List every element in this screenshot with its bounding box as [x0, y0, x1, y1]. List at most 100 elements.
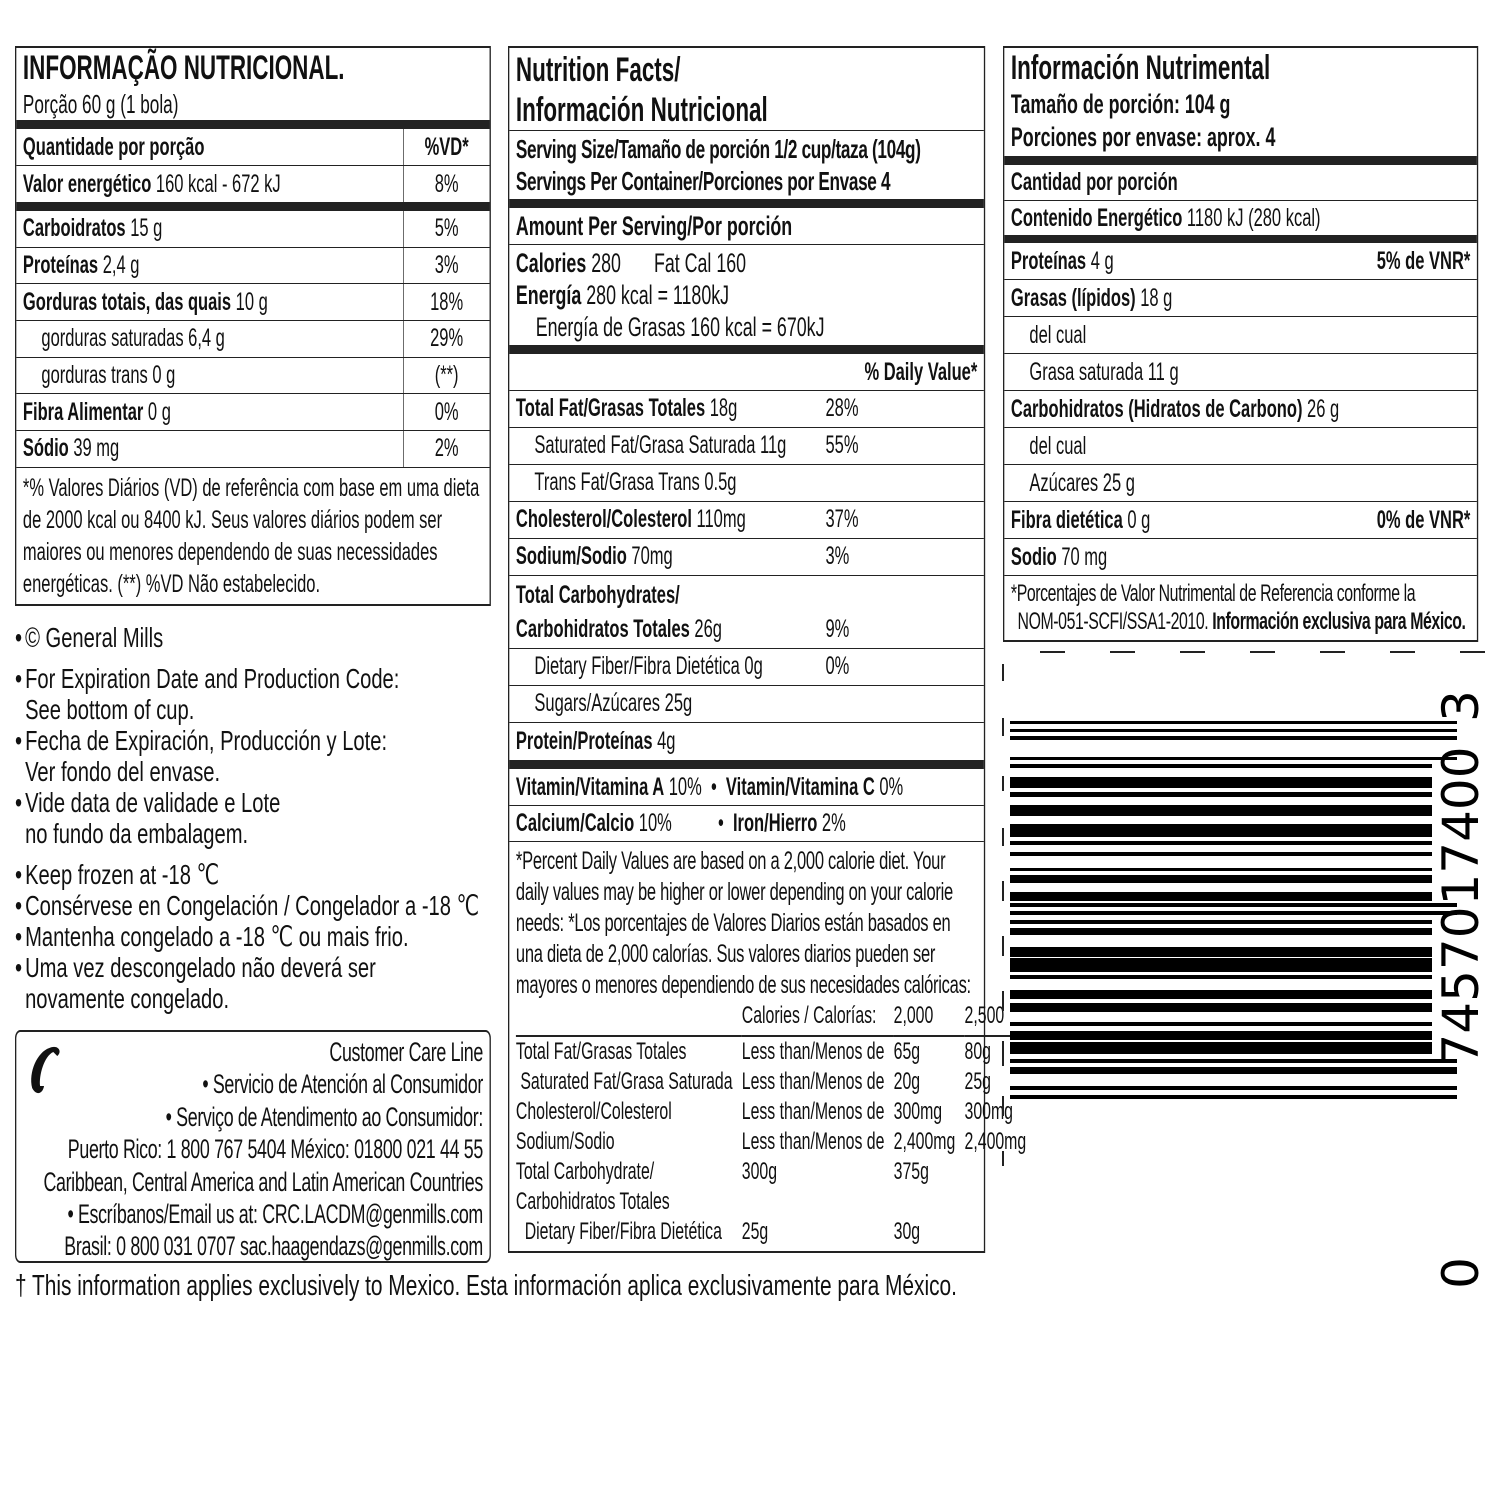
- phone-icon: [31, 1046, 60, 1094]
- cut-mark: [1002, 991, 1004, 1011]
- pt-energy-pct: 8%: [403, 166, 489, 202]
- us-vitamins-row: Vitamin/Vitamina A 10% • Vitamin/Vitamin…: [509, 769, 984, 806]
- barcode-bar: [1010, 990, 1432, 999]
- pt-energy-label: Valor energético: [22, 169, 152, 198]
- pt-header-left: Quantidade por porção: [22, 132, 205, 161]
- dv-cell: 20g: [893, 1068, 921, 1095]
- barcode-bar: [1010, 841, 1432, 845]
- us-servings-per-container: Servings Per Container/Porciones por Env…: [515, 166, 891, 196]
- bullet-item: • Keep frozen at -18 ℃: [15, 859, 220, 890]
- us-row-value: 26g: [694, 615, 722, 643]
- mx-title: Información Nutrimental: [1010, 49, 1271, 87]
- us-row-value: 25g: [664, 689, 693, 717]
- mx-row-label: Proteínas: [1010, 246, 1087, 275]
- us-row-label: Total Fat/Grasas Totales: [515, 394, 706, 422]
- us-row-pct: 3%: [825, 542, 850, 570]
- barcode-bar: [1010, 928, 1432, 935]
- us-row: Total Carbohydrates/Carbohidratos Totale…: [509, 576, 984, 649]
- us-row-pct: 0%: [825, 652, 850, 680]
- us-row-pct: 28%: [825, 394, 859, 422]
- pt-energy-value: 160 kcal - 672 kJ: [155, 169, 281, 198]
- cut-mark: [1002, 718, 1004, 736]
- care-line: • Serviço de Atendimento ao Consumidor:: [165, 1101, 484, 1132]
- mx-energy-label: Contenido Energético: [1010, 203, 1183, 232]
- dv-cell: Total Fat/Grasas Totales: [515, 1038, 687, 1065]
- bullet-item: • © General Mills: [15, 622, 164, 653]
- dv-cell: Cholesterol/Colesterol: [515, 1098, 672, 1125]
- mx-footnote-3: Información exclusiva para México.: [1212, 608, 1466, 635]
- us-vitc-value: 0%: [879, 772, 904, 801]
- pt-row-label: Gorduras totais, das quais: [22, 287, 232, 316]
- pt-row: Fibra Alimentar 0 g 0%: [16, 394, 490, 432]
- pt-row-pct: 18%: [403, 284, 489, 321]
- mx-row-label: Grasa saturada: [1029, 357, 1144, 386]
- care-line[interactable]: Brasil: 0 800 031 0707 sac.haagendazs@ge…: [64, 1231, 483, 1262]
- barcode-bar: [1010, 1059, 1457, 1063]
- us-footnote: *Percent Daily Values are based on a 2,0…: [515, 847, 971, 999]
- cut-mark: [1002, 776, 1004, 791]
- mx-row: del cual: [1004, 428, 1477, 465]
- dv-header-cell: 2,000: [893, 1002, 934, 1029]
- cut-mark: [1180, 651, 1205, 653]
- cut-mark: [1040, 651, 1065, 653]
- us-row-value: 11g: [760, 431, 787, 459]
- barcode-bar: [1010, 1022, 1432, 1026]
- mx-row: del cual: [1004, 317, 1477, 354]
- mx-row-value: 26 g: [1307, 394, 1340, 423]
- care-line: Caribbean, Central America and Latin Ame…: [43, 1166, 483, 1197]
- us-vita-value: 10%: [668, 772, 702, 801]
- pt-row-value: 0 g: [152, 361, 176, 390]
- cut-mark: [1390, 651, 1415, 653]
- mx-row-value: 70 mg: [1061, 542, 1108, 571]
- mx-row-value: 11 g: [1147, 357, 1179, 386]
- bullet-item: • For Expiration Date and Production Code…: [15, 663, 400, 725]
- us-row-label: Dietary Fiber/Fibra Dietética: [534, 652, 740, 680]
- mx-row-value: 0 g: [1127, 505, 1151, 534]
- dv-table-row: Cholesterol/Colesterol Less than/Menos de…: [516, 1097, 1036, 1127]
- pt-row-label: Carboidratos: [22, 214, 126, 243]
- dv-cell: Sodium/Sodio: [515, 1128, 615, 1155]
- mx-footnote: *Porcentajes de Valor Nutrimental de Ref…: [1004, 576, 1477, 640]
- barcode-bar: [1010, 805, 1432, 816]
- pt-footnote: *% Valores Diários (VD) de referência co…: [22, 473, 480, 598]
- us-row-label: Saturated Fat/Grasa Saturada: [534, 431, 756, 459]
- dv-header-cell: Calories / Calorías:: [741, 1002, 877, 1029]
- mx-row-vnr: 5% de VNR*: [1376, 246, 1471, 275]
- dv-cell: 2,400mg: [893, 1128, 956, 1155]
- dv-cell: [742, 1187, 894, 1217]
- us-vita-label: Vitamin/Vitamina A: [515, 772, 665, 801]
- mx-row-value: 4 g: [1090, 246, 1114, 275]
- barcode-digits: 3: [1432, 690, 1490, 722]
- dv-cell: Saturated Fat/Grasa Saturada: [515, 1068, 733, 1095]
- barcode-bar: [1010, 792, 1432, 797]
- care-line: • Servicio de Atención al Consumidor: [202, 1069, 483, 1100]
- daily-value-table: Calories / Calorías: 2,000 2,500 Total Fat/…: [515, 1001, 1036, 1247]
- mx-energy-value: 1180 kJ (280 kcal): [1186, 203, 1321, 232]
- barcode-bar: [1010, 764, 1432, 768]
- us-row: Dietary Fiber/Fibra Dietética 0g 0%: [509, 649, 984, 686]
- barcode-bar: [1010, 1031, 1432, 1040]
- barcode-bar: [1010, 892, 1432, 901]
- pt-row-label: Proteínas: [22, 251, 99, 280]
- mx-row-value: 25 g: [1102, 468, 1135, 497]
- barcode-bar: [1010, 920, 1432, 924]
- us-row-label: Sodium/Sodio: [515, 542, 627, 570]
- pt-row-pct: 5%: [403, 211, 489, 247]
- dv-cell: 300g: [741, 1158, 778, 1185]
- us-row-value: 0g: [744, 652, 763, 680]
- us-fat-cal: Fat Cal 160: [653, 248, 747, 278]
- us-row-pre: Total Carbohydrates/: [515, 581, 680, 609]
- pt-header-row: Quantidade por porção %VD*: [16, 129, 490, 166]
- us-dv-header: % Daily Value*: [509, 354, 984, 391]
- mx-row: Sodio 70 mg: [1004, 539, 1477, 576]
- us-energia-grasas: Energía de Grasas 160 kcal = 670kJ: [535, 312, 825, 342]
- pt-row-label: Sódio: [22, 434, 69, 463]
- cut-mark: [1002, 1096, 1004, 1116]
- barcode-digits: 74570: [1432, 906, 1490, 1065]
- care-line[interactable]: • Escríbanos/Email us at: CRC.LACDM@genm…: [67, 1199, 483, 1230]
- pt-row-pct: 2%: [403, 431, 489, 467]
- us-row-label: Carbohidratos Totales: [515, 615, 690, 643]
- care-line: Customer Care Line: [329, 1037, 483, 1067]
- us-row: Sugars/Azúcares 25g: [509, 686, 984, 723]
- dv-cell: 25g: [741, 1218, 769, 1245]
